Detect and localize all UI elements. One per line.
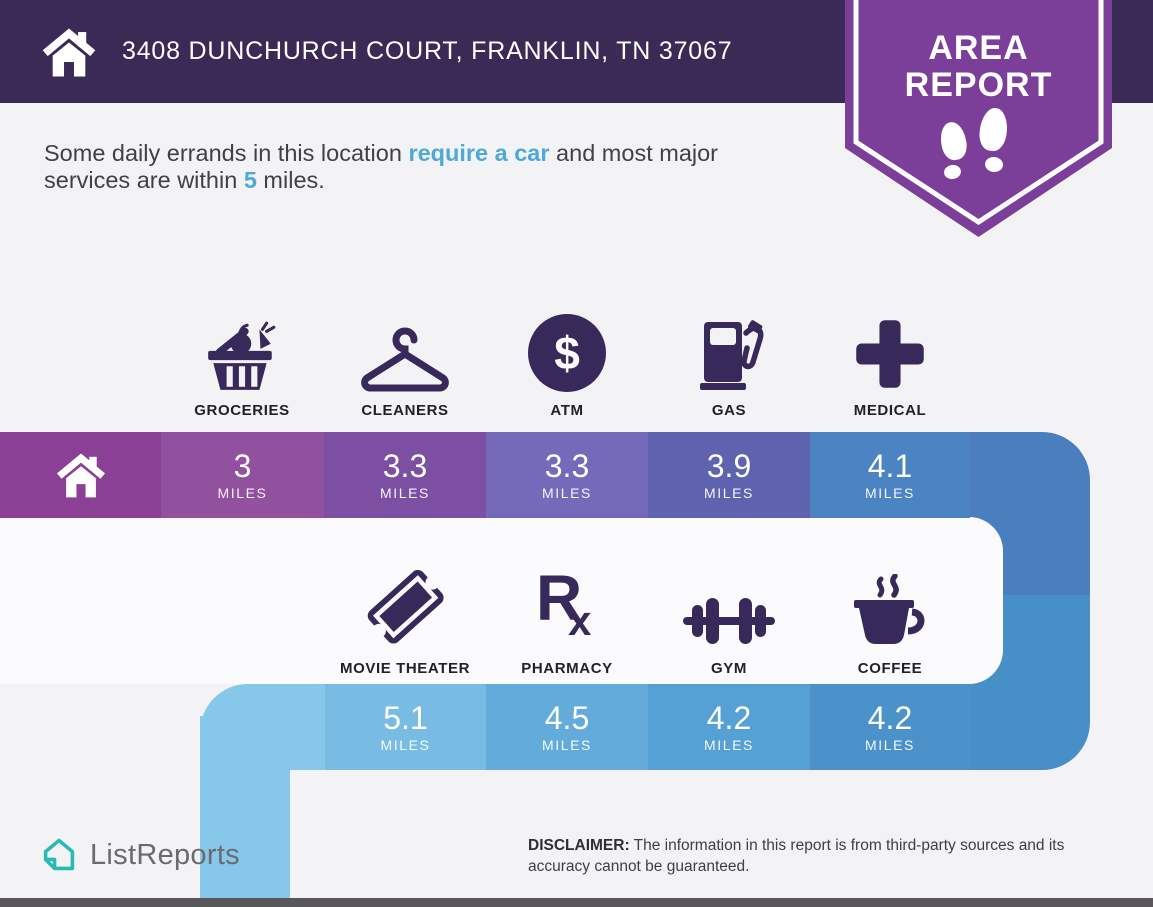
property-address: 3408 DUNCHURCH COURT, FRANKLIN, TN 37067 <box>122 37 733 65</box>
distance-unit: MILES <box>380 736 431 753</box>
distance-unit: MILES <box>217 484 268 501</box>
category-groceries: GROCERIES <box>152 300 332 419</box>
intro-text-plain: and most major <box>549 140 719 166</box>
category-label: GAS <box>711 402 747 419</box>
ribbon-banner-shape <box>845 0 1112 237</box>
category-label: CLEANERS <box>361 402 449 419</box>
distance-value: 4.2 <box>867 699 913 736</box>
distance-segment: 4.5 MILES <box>486 684 648 770</box>
distance-value: 3.3 <box>544 447 590 484</box>
category-label: GROCERIES <box>194 402 290 419</box>
band-home-segment <box>0 432 161 518</box>
dumbbell-icon <box>679 558 779 650</box>
category-movie-theater: MOVIE THEATER <box>315 558 495 677</box>
grocery-basket-icon <box>202 300 282 392</box>
distance-value: 5.1 <box>383 699 428 736</box>
disclaimer-body: The information in this report is from t… <box>528 837 1065 875</box>
intro-text-plain: miles. <box>256 167 325 193</box>
category-label: PHARMACY <box>521 660 613 677</box>
category-label: ATM <box>550 402 584 419</box>
distance-value: 3 <box>233 447 252 484</box>
distance-value: 4.5 <box>544 699 590 736</box>
intro-line-2: services are within 5 miles. <box>44 167 844 194</box>
dollar-circle-icon: $ <box>528 300 606 392</box>
footprint-left-sole <box>937 120 970 162</box>
background-notch <box>290 770 1153 907</box>
bottom-border-bar <box>0 898 1153 907</box>
distance-value: 4.1 <box>867 447 913 484</box>
category-label: MEDICAL <box>853 402 927 419</box>
category-coffee: COFFEE <box>800 558 980 677</box>
distance-segment: 4.1 MILES <box>810 432 970 518</box>
area-report-ribbon: AREA REPORT <box>845 0 1112 242</box>
distance-value: 4.2 <box>706 699 752 736</box>
distance-unit: MILES <box>379 484 430 501</box>
ribbon-title-line1: AREA <box>928 29 1029 67</box>
footprint-left-heel <box>942 163 963 181</box>
distance-unit: MILES <box>541 736 592 753</box>
home-icon <box>42 27 96 76</box>
ribbon-title: AREA REPORT <box>845 30 1112 104</box>
intro-accent-require-a-car: require a car <box>408 140 550 166</box>
rx-icon: R x <box>524 558 610 650</box>
movie-ticket-icon <box>359 558 451 650</box>
category-label: COFFEE <box>857 660 923 677</box>
distance-segment: 3.3 MILES <box>324 432 486 518</box>
band-descender <box>200 716 290 907</box>
home-icon <box>56 453 105 498</box>
intro-text: Some daily errands in this location requ… <box>44 140 844 194</box>
footprint-right-sole <box>977 106 1010 153</box>
distance-segment: 4.2 MILES <box>810 684 970 770</box>
distance-segment: 3.9 MILES <box>648 432 810 518</box>
row2-white-panel <box>0 517 1003 684</box>
listreports-house-icon <box>43 838 75 871</box>
distance-unit: MILES <box>864 736 915 753</box>
ribbon-title-line2: REPORT <box>904 66 1053 104</box>
distance-segment: 3.3 MILES <box>486 432 648 518</box>
distance-segment: 3 MILES <box>161 432 324 518</box>
medical-cross-icon <box>852 300 928 392</box>
rx-letter-r: R <box>536 562 583 634</box>
distance-unit: MILES <box>703 736 754 753</box>
dollar-sign: $ <box>554 327 580 379</box>
distance-unit: MILES <box>541 484 592 501</box>
footprints-icon <box>937 106 1021 200</box>
disclaimer-text: DISCLAIMER: The information in this repo… <box>528 835 1128 877</box>
intro-line-1: Some daily errands in this location requ… <box>44 140 844 167</box>
hanger-icon <box>357 300 453 392</box>
category-cleaners: CLEANERS <box>315 300 495 419</box>
fuel-pump-icon <box>694 300 764 392</box>
disclaimer-label: DISCLAIMER: <box>528 837 630 854</box>
distance-segment: 4.2 MILES <box>648 684 810 770</box>
distance-unit: MILES <box>864 484 915 501</box>
coffee-cup-icon <box>848 558 932 650</box>
distance-value: 3.9 <box>706 447 752 484</box>
distance-segment: 5.1 MILES <box>325 684 486 770</box>
intro-text-plain: Some daily errands in this location <box>44 140 409 166</box>
category-medical: MEDICAL <box>800 300 980 419</box>
category-gym: GYM <box>639 558 819 677</box>
footprint-right-heel <box>984 155 1004 174</box>
category-label: MOVIE THEATER <box>339 660 471 677</box>
listreports-logo: ListReports <box>40 836 240 874</box>
distance-unit: MILES <box>703 484 754 501</box>
intro-accent-miles: 5 <box>243 167 257 193</box>
distance-value: 3.3 <box>382 447 428 484</box>
category-gas: GAS <box>639 300 819 419</box>
category-pharmacy: R x PHARMACY <box>477 558 657 677</box>
listreports-wordmark: ListReports <box>90 838 240 871</box>
category-label: GYM <box>711 660 747 677</box>
rx-letter-x: x <box>568 597 592 644</box>
category-atm: $ ATM <box>477 300 657 419</box>
intro-text-plain: services are within <box>44 167 244 193</box>
